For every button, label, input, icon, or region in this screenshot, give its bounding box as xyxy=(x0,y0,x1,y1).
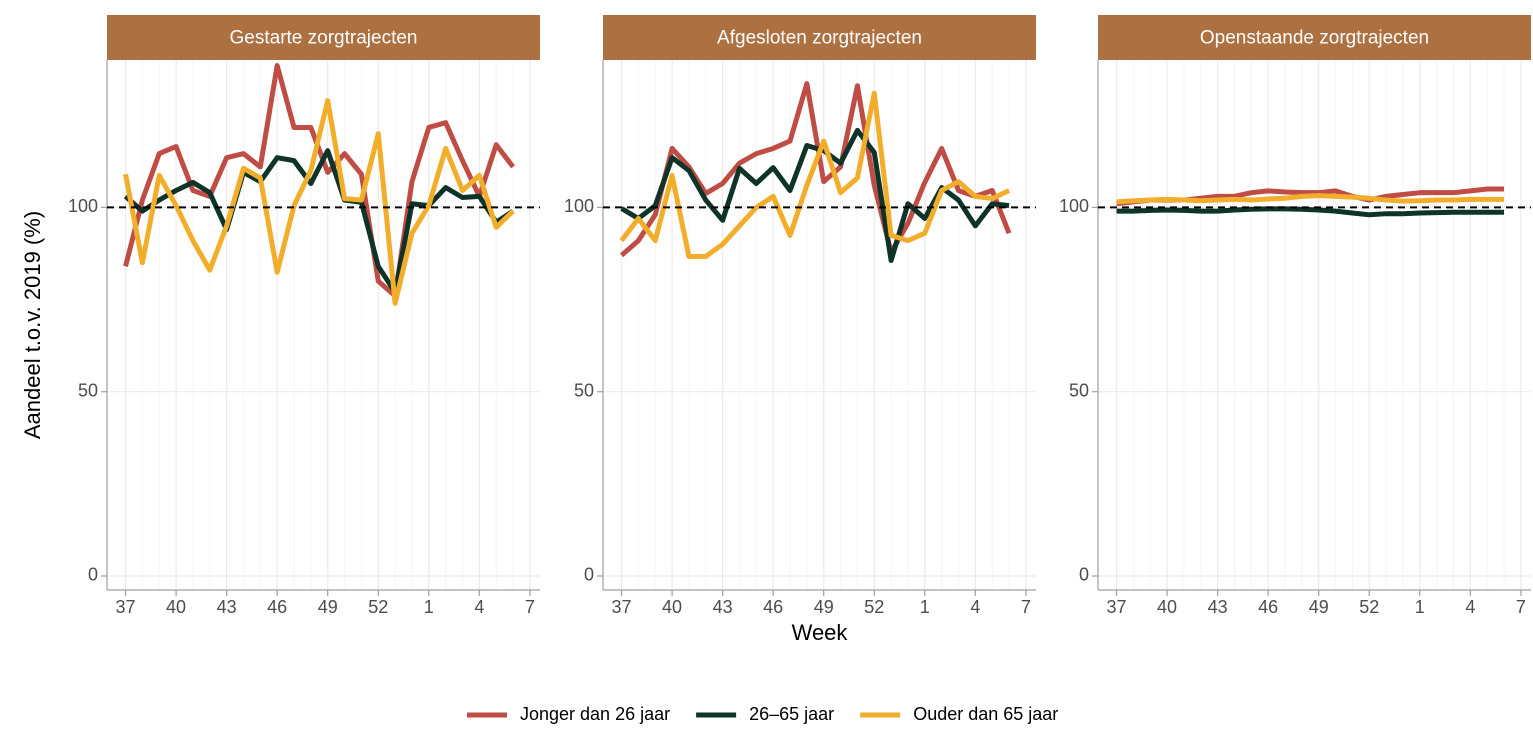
legend-label: Jonger dan 26 jaar xyxy=(520,704,670,724)
x-tick-label: 43 xyxy=(217,597,237,617)
x-tick-label: 46 xyxy=(267,597,287,617)
facet-title: Openstaande zorgtrajecten xyxy=(1200,28,1429,49)
x-tick-label: 49 xyxy=(814,597,834,617)
y-tick-label: 100 xyxy=(564,196,594,216)
x-tick-label: 40 xyxy=(166,597,186,617)
legend-label: 26–65 jaar xyxy=(749,704,834,724)
series-line xyxy=(123,148,515,295)
series-line xyxy=(1116,206,1505,218)
x-tick-label: 7 xyxy=(525,597,535,617)
x-tick-label: 37 xyxy=(116,597,136,617)
x-tick-label: 49 xyxy=(1309,597,1329,617)
x-tick-label: 43 xyxy=(1208,597,1228,617)
x-tick-label: 37 xyxy=(1107,597,1127,617)
strip xyxy=(603,15,1036,60)
series-line xyxy=(1116,193,1505,205)
y-axis-title: Aandeel t.o.v. 2019 (%) xyxy=(20,211,45,439)
x-tick-label: 1 xyxy=(1415,597,1425,617)
y-tick-label: 0 xyxy=(584,565,594,585)
x-tick-label: 7 xyxy=(1516,597,1526,617)
series-line xyxy=(620,127,1010,263)
y-tick-label: 0 xyxy=(1079,565,1089,585)
series-line xyxy=(123,63,516,299)
x-tick-label: 46 xyxy=(763,597,783,617)
legend-label: Ouder dan 65 jaar xyxy=(913,704,1058,724)
x-tick-label: 4 xyxy=(474,597,484,617)
x-tick-label: 46 xyxy=(1258,597,1278,617)
y-tick-label: 50 xyxy=(1069,380,1089,400)
strip xyxy=(107,15,540,60)
series-line xyxy=(619,81,1012,258)
series-line xyxy=(619,90,1011,259)
y-tick-label: 100 xyxy=(1059,196,1089,216)
x-tick-label: 1 xyxy=(424,597,434,617)
x-tick-label: 43 xyxy=(713,597,733,617)
x-tick-label: 52 xyxy=(1359,597,1379,617)
y-tick-label: 50 xyxy=(78,380,98,400)
facet-title: Gestarte zorgtrajecten xyxy=(230,28,418,49)
series-line xyxy=(123,98,515,306)
x-tick-label: 49 xyxy=(318,597,338,617)
y-tick-label: 0 xyxy=(88,565,98,585)
x-tick-label: 52 xyxy=(864,597,884,617)
y-tick-label: 50 xyxy=(574,380,594,400)
legend: Jonger dan 26 jaar 26–65 jaar Ouder dan 65… xyxy=(467,704,1058,724)
strip xyxy=(1098,15,1531,60)
x-tick-label: 40 xyxy=(1157,597,1177,617)
x-tick-label: 7 xyxy=(1021,597,1031,617)
facet-title: Afgesloten zorgtrajecten xyxy=(717,28,922,49)
x-tick-label: 1 xyxy=(920,597,930,617)
x-tick-label: 40 xyxy=(662,597,682,617)
x-tick-label: 52 xyxy=(368,597,388,617)
x-axis-title: Week xyxy=(792,620,849,645)
x-tick-label: 37 xyxy=(612,597,632,617)
y-tick-label: 100 xyxy=(68,196,98,216)
x-tick-label: 4 xyxy=(970,597,980,617)
x-tick-label: 4 xyxy=(1465,597,1475,617)
